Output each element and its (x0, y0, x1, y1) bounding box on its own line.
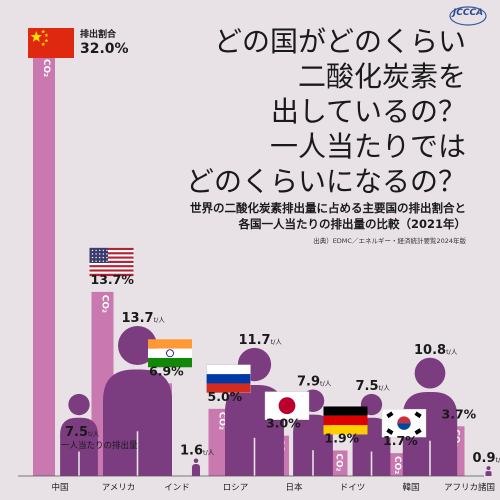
category-label: アメリカ (102, 483, 136, 493)
category-label: ロシア (223, 483, 249, 493)
share-value: 13.7% (91, 272, 135, 287)
per-capita-unit: t/人 (88, 430, 100, 438)
co2-label: CO₂ (334, 453, 344, 471)
source-note: 出典）EDMC／エネルギー・経済統計要覧2024年版 (313, 236, 466, 245)
china-flag (28, 28, 74, 58)
share-value: 3.7% (442, 406, 477, 421)
title-line-3: 出しているの？ (271, 95, 466, 128)
category-label: 中国 (51, 482, 68, 493)
people-layer (60, 326, 492, 476)
category-label: 韓国 (402, 482, 419, 493)
japan-flag (264, 391, 310, 420)
person-icon (60, 393, 98, 476)
person-icon (485, 466, 492, 476)
per-capita-value: 10.8t/人 (414, 343, 458, 358)
title-line-1: どの国がどのくらい (214, 25, 466, 58)
usa-flag (89, 247, 134, 277)
title-line-2: 二酸化炭素を (298, 60, 466, 93)
logo-text: JCCCA (451, 8, 483, 18)
share-value: 1.9% (325, 430, 360, 445)
person-icon (103, 326, 172, 476)
share-value: 5.0% (208, 389, 243, 404)
share-bar (33, 46, 55, 476)
per-capita-value: 11.7t/人 (239, 333, 283, 348)
russia-flag (206, 364, 251, 394)
co2-label: CO₂ (392, 456, 402, 474)
per-capita-unit: t/人 (446, 348, 458, 356)
jccca-logo: JCCCA (449, 6, 487, 26)
person-icon (191, 458, 201, 476)
share-value: 6.9% (149, 363, 184, 378)
title-line-5: どのくらいになるの？ (186, 165, 466, 198)
flags-layer (28, 28, 427, 438)
per-capita-unit: t/人 (154, 316, 166, 324)
subtitle-line-1: 世界の二酸化炭素排出量に占める主要国の排出割合と (190, 201, 466, 215)
share-bar (208, 408, 231, 476)
per-capita-value: 7.5t/人 (356, 379, 391, 394)
co2-label: CO₂ (100, 295, 110, 313)
india-flag (148, 339, 192, 368)
per-capita-unit: t/人 (320, 380, 332, 388)
share-value: 32.0% (80, 41, 129, 57)
per-capita-unit: t/人 (379, 384, 391, 392)
subtitle-line-2: 各国一人当たりの排出量の比較（2021年） (237, 217, 466, 231)
per-capita-value: 0.9t/人 (473, 451, 500, 466)
per-capita-value: 13.7t/人 (122, 311, 166, 326)
per-capita-caption: 一人当たりの排出量 (61, 440, 138, 451)
south-korea-flag (381, 408, 427, 438)
per-capita-value: 7.9t/人 (297, 375, 332, 390)
category-label: 日本 (285, 482, 303, 493)
share-value: 3.0% (266, 416, 301, 431)
per-capita-unit: t/人 (271, 338, 283, 346)
category-label: インド (164, 483, 190, 493)
title: どの国がどのくらい 二酸化炭素を 出しているの？ 一人当たりでは どのくらいにな… (186, 25, 466, 198)
co2-label: CO₂ (41, 59, 51, 77)
per-capita-unit: t/人 (496, 456, 500, 464)
share-value: 1.7% (383, 433, 418, 448)
category-label: ドイツ (340, 483, 366, 493)
per-capita-unit: t/人 (203, 448, 215, 456)
title-line-4: 一人当たりでは (270, 130, 466, 163)
germany-flag (323, 406, 368, 435)
category-label: アフリカ諸国 (444, 482, 495, 493)
co2-label: CO₂ (217, 412, 227, 430)
share-caption: 排出割合 (80, 28, 117, 40)
